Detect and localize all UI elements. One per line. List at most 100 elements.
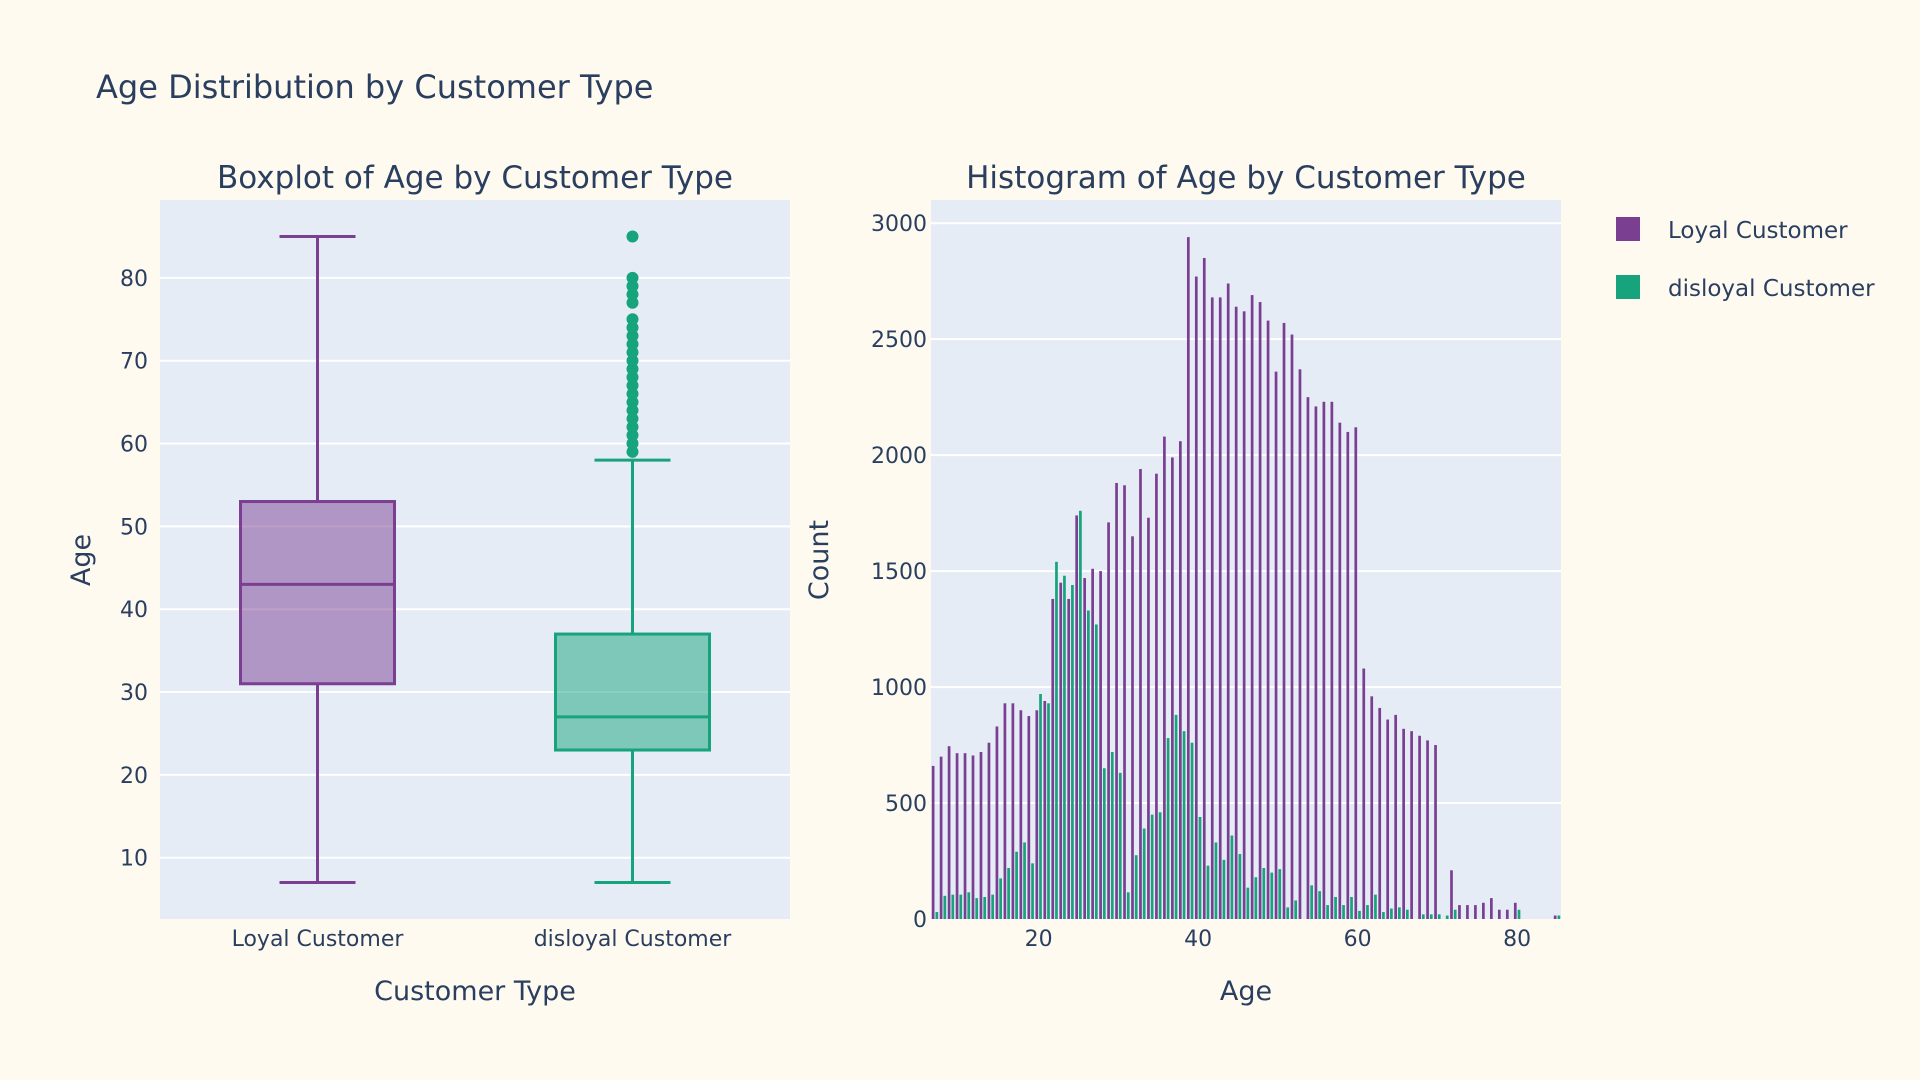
histogram-y-tick-label: 500 bbox=[885, 792, 927, 817]
histogram-bar-loyal bbox=[1210, 297, 1214, 919]
boxplot-x-tick-labels: Loyal Customer disloyal Customer bbox=[232, 927, 733, 952]
histogram-bar-loyal bbox=[947, 746, 951, 919]
histogram-bar-loyal bbox=[1075, 515, 1079, 919]
figure-title: Age Distribution by Customer Type bbox=[96, 68, 653, 106]
histogram-bar-disloyal bbox=[1429, 914, 1433, 919]
histogram-bar-disloyal bbox=[1342, 905, 1345, 919]
histogram-bar-loyal bbox=[971, 755, 975, 919]
histogram-bar-disloyal bbox=[1158, 812, 1162, 919]
histogram-y-tick-label: 0 bbox=[913, 908, 927, 933]
histogram-bar-loyal bbox=[1426, 740, 1429, 919]
histogram-bar-loyal bbox=[1250, 295, 1254, 920]
boxplot-title: Boxplot of Age by Customer Type bbox=[217, 160, 733, 196]
boxplot-y-tick-label: 50 bbox=[120, 515, 148, 540]
histogram-plot-area bbox=[931, 200, 1561, 919]
boxplot-box bbox=[239, 500, 396, 686]
histogram-bar-loyal bbox=[1505, 909, 1509, 919]
histogram-bar-disloyal bbox=[1134, 855, 1138, 919]
histogram-bar-disloyal bbox=[983, 896, 987, 919]
boxplot-outlier-point bbox=[626, 354, 639, 367]
histogram-bar-loyal bbox=[1314, 406, 1318, 919]
histogram-bar-loyal bbox=[1091, 568, 1094, 919]
histogram-bar-loyal bbox=[1027, 716, 1031, 919]
histogram-bar-loyal bbox=[1115, 482, 1118, 919]
histogram-bar-loyal bbox=[987, 742, 991, 919]
histogram-bar-loyal bbox=[1107, 522, 1110, 919]
histogram-bar-loyal bbox=[1354, 427, 1358, 919]
boxplot-y-tick-label: 10 bbox=[120, 847, 148, 872]
histogram-bar-loyal bbox=[1123, 485, 1126, 919]
histogram-bar-disloyal bbox=[1278, 869, 1282, 919]
histogram-bar-disloyal bbox=[1087, 610, 1090, 919]
boxplot-outlier-point bbox=[626, 271, 639, 284]
boxplot-x-tick-label: Loyal Customer bbox=[232, 927, 405, 952]
histogram-bar-loyal bbox=[1466, 905, 1469, 919]
histogram-bar-disloyal bbox=[1557, 915, 1561, 919]
boxplot-x-axis-label: Customer Type bbox=[374, 976, 576, 1007]
histogram-bar-disloyal bbox=[951, 894, 955, 919]
histogram-bar-disloyal bbox=[1102, 768, 1106, 919]
histogram-bar-disloyal bbox=[1453, 909, 1457, 919]
histogram-bar-loyal bbox=[1202, 257, 1206, 919]
histogram-bar-loyal bbox=[1258, 302, 1262, 919]
histogram-bar-loyal bbox=[1402, 728, 1405, 919]
legend-item-loyal[interactable]: Loyal Customer bbox=[1616, 217, 1848, 244]
histogram-bar-loyal bbox=[1418, 735, 1421, 919]
histogram-bar-disloyal bbox=[1405, 909, 1409, 919]
histogram-bar-loyal bbox=[1218, 297, 1222, 919]
histogram-gridlines bbox=[931, 222, 1561, 805]
histogram-bar-disloyal bbox=[1270, 872, 1274, 919]
histogram-y-tick-label: 2000 bbox=[871, 444, 927, 469]
histogram-bar-loyal bbox=[1083, 578, 1087, 919]
histogram-bar-disloyal bbox=[1222, 859, 1226, 919]
boxplot-outlier-point bbox=[626, 288, 639, 301]
histogram-bar-disloyal bbox=[991, 894, 995, 919]
histogram-x-tick-label: 20 bbox=[1025, 927, 1053, 952]
legend[interactable]: Loyal Customer disloyal Customer bbox=[1616, 217, 1875, 302]
histogram-bar-disloyal bbox=[1063, 575, 1066, 919]
histogram-bar-disloyal bbox=[1047, 703, 1050, 919]
histogram-bar-loyal bbox=[1019, 710, 1023, 919]
histogram-bar-loyal bbox=[1290, 334, 1294, 919]
histogram-bar-loyal bbox=[1378, 707, 1382, 919]
histogram-bar-disloyal bbox=[1166, 738, 1170, 919]
histogram-bar-loyal bbox=[1155, 473, 1158, 919]
legend-label-disloyal: disloyal Customer bbox=[1668, 276, 1875, 302]
histogram-bar-loyal bbox=[1131, 536, 1134, 919]
histogram-bar-loyal bbox=[1067, 598, 1071, 919]
histogram-bar-disloyal bbox=[1230, 835, 1234, 919]
histogram-bar-loyal bbox=[1139, 469, 1142, 919]
histogram-bar-disloyal bbox=[1350, 896, 1353, 919]
histogram-title: Histogram of Age by Customer Type bbox=[966, 160, 1526, 196]
histogram-bar-disloyal bbox=[943, 895, 947, 919]
histogram-bar-disloyal bbox=[1015, 851, 1018, 919]
histogram-bar-loyal bbox=[1434, 745, 1437, 919]
histogram-bar-disloyal bbox=[1126, 892, 1130, 919]
histogram-bar-loyal bbox=[1099, 571, 1102, 919]
histogram-bar-loyal bbox=[1274, 371, 1278, 919]
legend-item-disloyal[interactable]: disloyal Customer bbox=[1616, 275, 1875, 302]
histogram-bar-loyal bbox=[955, 753, 959, 919]
boxplot-outlier-point bbox=[626, 313, 639, 326]
boxplot-outlier-point bbox=[626, 404, 639, 417]
boxplot-y-tick-label: 40 bbox=[120, 598, 148, 623]
boxplot-x-tick-label: disloyal Customer bbox=[534, 927, 733, 952]
histogram-bars bbox=[931, 237, 1561, 920]
histogram-y-tick-label: 3000 bbox=[871, 212, 927, 237]
histogram-bar-loyal bbox=[1059, 582, 1063, 919]
histogram-bar-disloyal bbox=[1094, 624, 1098, 919]
histogram-bar-disloyal bbox=[1310, 885, 1314, 919]
histogram-bar-loyal bbox=[1282, 322, 1286, 920]
boxplot-outlier-point bbox=[626, 280, 639, 293]
histogram-y-tick-label: 1500 bbox=[871, 560, 927, 585]
histogram-bar-loyal bbox=[995, 726, 999, 919]
histogram-bar-disloyal bbox=[1238, 854, 1242, 919]
histogram-bar-loyal bbox=[1386, 719, 1390, 919]
histogram-bar-disloyal bbox=[1358, 910, 1361, 919]
histogram-bar-loyal bbox=[1178, 441, 1182, 919]
boxplot-outlier-point bbox=[626, 412, 639, 425]
histogram-bar-loyal bbox=[1490, 898, 1493, 919]
boxplot-outlier-point bbox=[626, 437, 639, 450]
boxplot-y-tick-label: 30 bbox=[120, 681, 148, 706]
